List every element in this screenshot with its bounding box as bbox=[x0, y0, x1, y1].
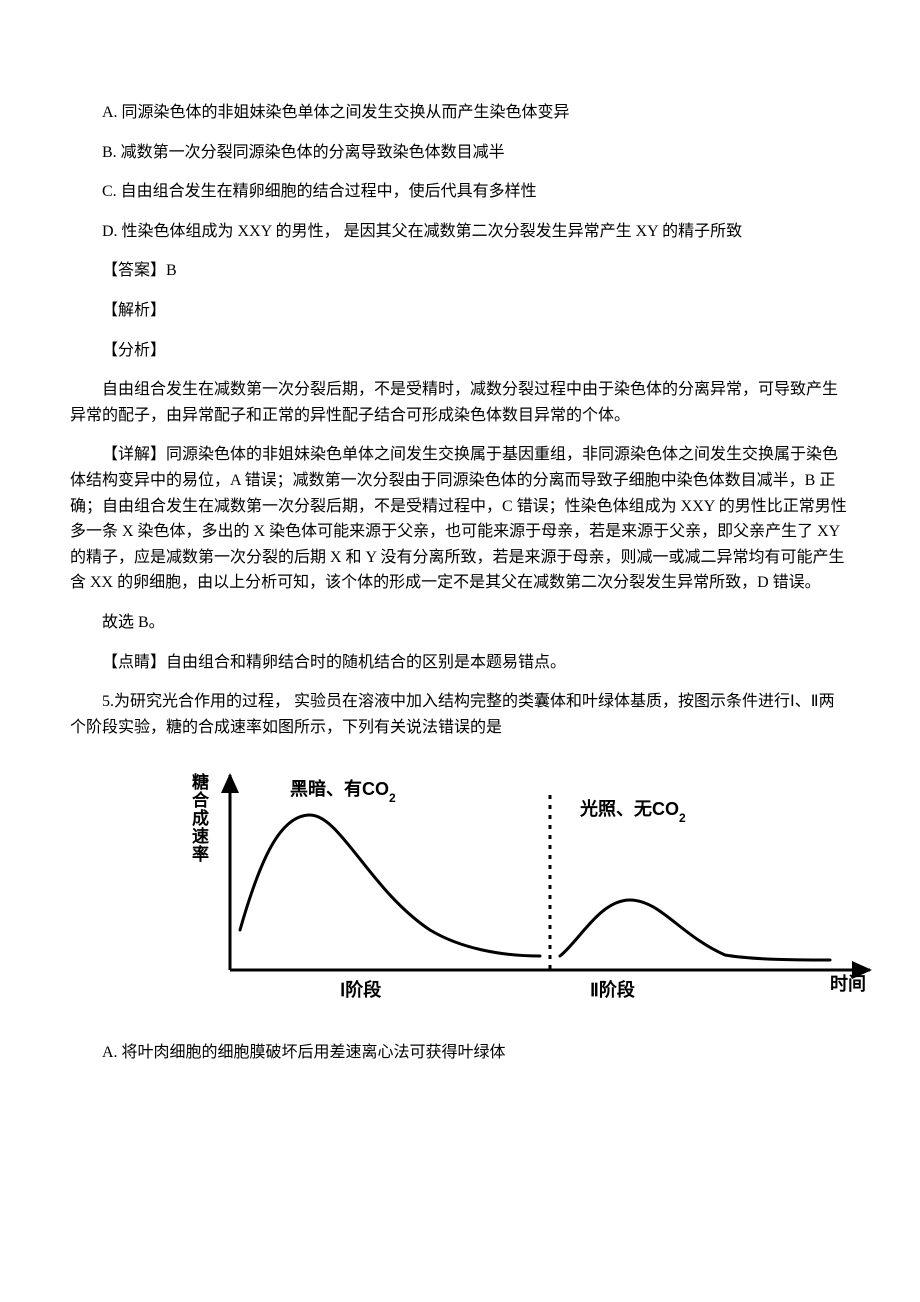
option-a: A. 同源染色体的非姐妹染色单体之间发生交换从而产生染色体变异 bbox=[70, 100, 850, 126]
analysis-body: 自由组合发生在减数第一次分裂后期，不是受精时，减数分裂过程中由于染色体的分离异常… bbox=[70, 377, 850, 428]
svg-text:率: 率 bbox=[192, 844, 209, 864]
conclusion: 故选 B。 bbox=[70, 610, 850, 636]
q5-stem: 5.为研究光合作用的过程， 实验员在溶液中加入结构完整的类囊体和叶绿体基质，按图… bbox=[70, 689, 850, 740]
fenxi-label: 【分析】 bbox=[70, 338, 850, 364]
option-b: B. 减数第一次分裂同源染色体的分离导致染色体数目减半 bbox=[70, 140, 850, 166]
svg-text:速: 速 bbox=[192, 826, 209, 846]
svg-text:时间: 时间 bbox=[830, 974, 866, 994]
jiexi-label: 【解析】 bbox=[70, 298, 850, 324]
svg-text:黑暗、有CO2: 黑暗、有CO2 bbox=[290, 778, 396, 805]
chart-svg: 糖合成速率 黑暗、有CO2 光照、无CO2 Ⅰ阶段 Ⅱ阶段 时间 bbox=[170, 760, 900, 1020]
option-d: D. 性染色体组成为 XXY 的男性， 是因其父在减数第二次分裂发生异常产生 X… bbox=[70, 219, 850, 245]
option-c: C. 自由组合发生在精卵细胞的结合过程中，使后代具有多样性 bbox=[70, 179, 850, 205]
svg-text:Ⅱ阶段: Ⅱ阶段 bbox=[590, 979, 636, 1000]
dianjing: 【点睛】自由组合和精卵结合时的随机结合的区别是本题易错点。 bbox=[70, 650, 850, 676]
figure-sugar-rate-chart: 糖合成速率黑暗、有CO2光照、无CO2Ⅰ阶段Ⅱ阶段时间 bbox=[170, 760, 850, 1020]
svg-text:糖: 糖 bbox=[192, 772, 209, 792]
svg-text:光照、无CO2: 光照、无CO2 bbox=[579, 798, 686, 825]
q5-option-a: A. 将叶肉细胞的细胞膜破坏后用差速离心法可获得叶绿体 bbox=[70, 1040, 850, 1066]
detail-body: 【详解】同源染色体的非姐妹染色单体之间发生交换属于基因重组，非同源染色体之间发生… bbox=[70, 442, 850, 596]
answer-label: 【答案】B bbox=[70, 258, 850, 284]
svg-text:成: 成 bbox=[192, 808, 209, 828]
svg-text:Ⅰ阶段: Ⅰ阶段 bbox=[340, 979, 382, 1000]
svg-text:合: 合 bbox=[192, 790, 210, 810]
